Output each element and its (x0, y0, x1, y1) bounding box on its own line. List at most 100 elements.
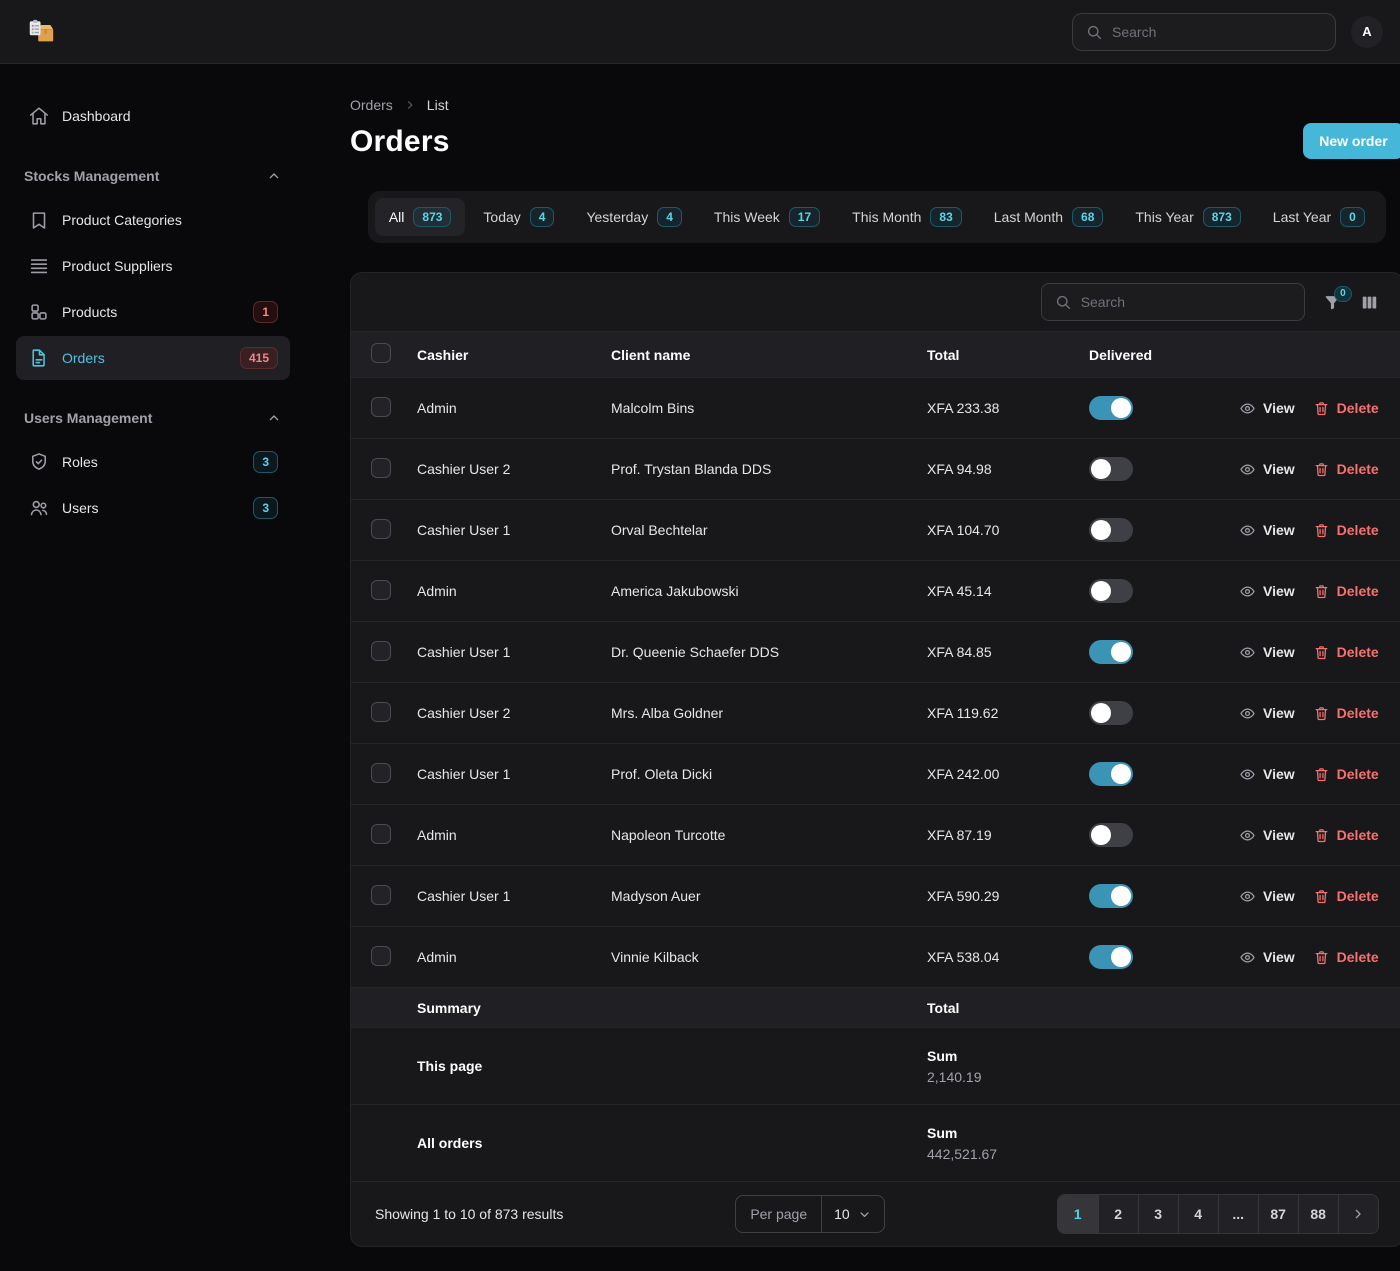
delete-button[interactable]: Delete (1313, 583, 1379, 600)
row-checkbox[interactable] (371, 641, 391, 661)
tab-this-year[interactable]: This Year873 (1121, 198, 1254, 236)
view-button[interactable]: View (1239, 705, 1295, 722)
table-row: Cashier User 1Prof. Oleta DickiXFA 242.0… (351, 743, 1400, 804)
view-button[interactable]: View (1239, 522, 1295, 539)
new-order-button[interactable]: New order (1303, 123, 1400, 159)
sum-label: Sum (927, 1048, 1089, 1064)
column-header-delivered[interactable]: Delivered (1089, 347, 1239, 363)
eye-icon (1239, 766, 1256, 783)
view-button[interactable]: View (1239, 766, 1295, 783)
tab-last-year[interactable]: Last Year0 (1259, 198, 1379, 236)
delete-button[interactable]: Delete (1313, 705, 1379, 722)
select-all-checkbox[interactable] (371, 343, 391, 363)
view-button[interactable]: View (1239, 644, 1295, 661)
delete-button[interactable]: Delete (1313, 400, 1379, 417)
column-toggle-button[interactable] (1360, 293, 1379, 312)
view-button-label: View (1263, 644, 1295, 660)
row-checkbox[interactable] (371, 824, 391, 844)
row-checkbox[interactable] (371, 397, 391, 417)
tab-today[interactable]: Today4 (469, 198, 568, 236)
sidebar-item-product-suppliers[interactable]: Product Suppliers (16, 244, 290, 288)
sidebar-item-products[interactable]: Products1 (16, 290, 290, 334)
topbar: A (0, 0, 1400, 64)
view-button[interactable]: View (1239, 888, 1295, 905)
column-header-total[interactable]: Total (927, 347, 1089, 363)
delete-button[interactable]: Delete (1313, 766, 1379, 783)
delivered-toggle[interactable] (1089, 823, 1133, 847)
tab-this-month[interactable]: This Month83 (838, 198, 976, 236)
page-button-1[interactable]: 1 (1058, 1195, 1098, 1233)
global-search-input[interactable] (1112, 24, 1323, 40)
sidebar-section-users-management[interactable]: Users Management (16, 410, 290, 426)
chevron-right-icon (1350, 1206, 1366, 1222)
delete-button[interactable]: Delete (1313, 461, 1379, 478)
eye-icon (1239, 461, 1256, 478)
delete-button[interactable]: Delete (1313, 644, 1379, 661)
row-checkbox[interactable] (371, 763, 391, 783)
row-checkbox[interactable] (371, 580, 391, 600)
delivered-toggle[interactable] (1089, 518, 1133, 542)
total-cell: XFA 94.98 (927, 461, 1089, 477)
delivered-toggle[interactable] (1089, 640, 1133, 664)
sidebar-section-stocks-management[interactable]: Stocks Management (16, 168, 290, 184)
view-button[interactable]: View (1239, 949, 1295, 966)
delivered-toggle[interactable] (1089, 396, 1133, 420)
delivered-toggle[interactable] (1089, 701, 1133, 725)
cashier-cell: Cashier User 2 (417, 461, 611, 477)
delivered-toggle[interactable] (1089, 457, 1133, 481)
total-cell: XFA 119.62 (927, 705, 1089, 721)
view-button[interactable]: View (1239, 400, 1295, 417)
delivered-toggle[interactable] (1089, 884, 1133, 908)
chevron-up-icon (266, 168, 282, 184)
sidebar-item-product-categories[interactable]: Product Categories (16, 198, 290, 242)
total-cell: XFA 104.70 (927, 522, 1089, 538)
table-row: Cashier User 1Dr. Queenie Schaefer DDSXF… (351, 621, 1400, 682)
column-header-client-name[interactable]: Client name (611, 347, 927, 363)
page-button-87[interactable]: 87 (1258, 1195, 1298, 1233)
page-button-4[interactable]: 4 (1178, 1195, 1218, 1233)
row-checkbox[interactable] (371, 885, 391, 905)
table-search-input[interactable] (1081, 294, 1292, 310)
view-button[interactable]: View (1239, 827, 1295, 844)
sidebar: Dashboard Stocks Management Product Catego… (0, 64, 306, 1271)
delivered-toggle[interactable] (1089, 945, 1133, 969)
delete-button[interactable]: Delete (1313, 888, 1379, 905)
next-page-button[interactable] (1338, 1195, 1378, 1233)
view-button[interactable]: View (1239, 583, 1295, 600)
tab-this-week[interactable]: This Week17 (700, 198, 834, 236)
total-cell: XFA 242.00 (927, 766, 1089, 782)
sidebar-item-users[interactable]: Users3 (16, 486, 290, 530)
sum-value: 442,521.67 (927, 1146, 1089, 1162)
delivered-toggle[interactable] (1089, 579, 1133, 603)
page-button-2[interactable]: 2 (1098, 1195, 1138, 1233)
row-checkbox[interactable] (371, 702, 391, 722)
per-page-label: Per page (736, 1196, 821, 1232)
tab-yesterday[interactable]: Yesterday4 (572, 198, 695, 236)
delivered-toggle[interactable] (1089, 762, 1133, 786)
trash-icon (1313, 644, 1330, 661)
view-button[interactable]: View (1239, 461, 1295, 478)
row-checkbox[interactable] (371, 458, 391, 478)
sidebar-item-orders[interactable]: Orders415 (16, 336, 290, 380)
breadcrumb-item-orders[interactable]: Orders (350, 97, 393, 113)
per-page-value[interactable]: 10 (821, 1196, 884, 1232)
sidebar-item-roles[interactable]: Roles3 (16, 440, 290, 484)
tab-last-month[interactable]: Last Month68 (980, 198, 1118, 236)
delete-button[interactable]: Delete (1313, 827, 1379, 844)
per-page-select[interactable]: Per page 10 (735, 1195, 884, 1233)
page-button-3[interactable]: 3 (1138, 1195, 1178, 1233)
column-header-cashier[interactable]: Cashier (417, 347, 611, 363)
sidebar-item-dashboard[interactable]: Dashboard (16, 94, 290, 138)
delete-button[interactable]: Delete (1313, 522, 1379, 539)
tab-label: Last Year (1273, 209, 1331, 225)
filter-button[interactable]: 0 (1323, 293, 1342, 312)
avatar[interactable]: A (1351, 16, 1383, 48)
delete-button[interactable]: Delete (1313, 949, 1379, 966)
page-button-88[interactable]: 88 (1298, 1195, 1338, 1233)
sidebar-item-label: Products (62, 304, 241, 320)
row-checkbox[interactable] (371, 946, 391, 966)
row-checkbox[interactable] (371, 519, 391, 539)
tab-all[interactable]: All873 (375, 198, 466, 236)
eye-icon (1239, 583, 1256, 600)
app-logo[interactable] (26, 17, 56, 47)
